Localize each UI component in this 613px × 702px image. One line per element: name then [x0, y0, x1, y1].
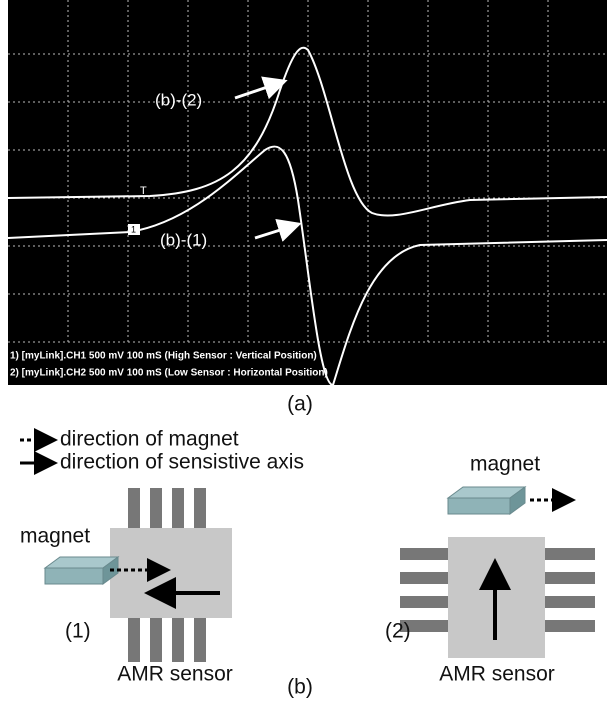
magnet-label: magnet — [470, 453, 540, 476]
setup-number: (2) — [385, 620, 411, 643]
setup-2: magnet (2) AMR sensor — [385, 453, 595, 686]
setup-1: magnet (1) AMR sensor — [20, 488, 233, 686]
sensor-label: AMR sensor — [439, 663, 555, 686]
caption: (b) — [287, 676, 313, 699]
marker-box — [128, 224, 140, 235]
setup-number: (1) — [65, 620, 91, 643]
marker: 1 — [131, 224, 136, 234]
label-arrow — [234, 76, 288, 100]
status-line: 1) [myLink].CH1 500 mV 100 mS (High Sens… — [10, 351, 317, 362]
marker: T — [140, 185, 147, 197]
trace-ch2 — [7, 46, 608, 217]
trace-label: (b)-(2) — [155, 90, 202, 109]
trace-ch1 — [7, 145, 608, 387]
label-arrow — [254, 219, 302, 242]
legend-text: direction of sensistive axis — [60, 451, 304, 474]
magnet-label: magnet — [20, 525, 90, 548]
scope-screen — [8, 0, 607, 385]
oscilloscope: (b)-(2) (b)-(1) T 1 1) [myLink].CH1 500 … — [7, 0, 608, 387]
trace-label: (b)-(1) — [160, 230, 207, 249]
sensor-label: AMR sensor — [117, 663, 233, 686]
legend-text: direction of magnet — [60, 428, 239, 451]
caption: (a) — [287, 393, 313, 416]
sensor-body — [110, 528, 232, 618]
status-line: 2) [myLink].CH2 500 mV 100 mS (Low Senso… — [10, 368, 328, 379]
